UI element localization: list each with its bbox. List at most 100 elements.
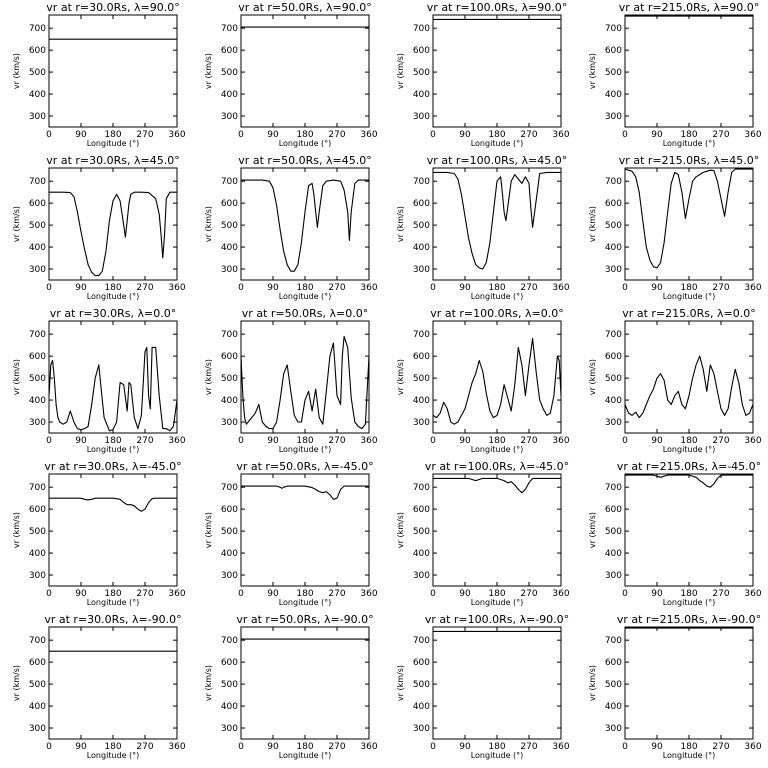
y-tick-label: 400 <box>29 90 46 100</box>
x-axis-label: Longitude (°) <box>87 139 140 148</box>
y-tick-label: 700 <box>605 177 622 187</box>
x-tick-label: 270 <box>328 742 345 752</box>
y-tick-label: 600 <box>29 505 46 515</box>
y-tick-label: 300 <box>605 418 622 428</box>
y-axis-label: vr (km/s) <box>588 512 597 548</box>
x-tick-label: 0 <box>46 436 52 446</box>
y-axis-label: vr (km/s) <box>396 665 405 701</box>
panel-title: vr at r=100.0Rs, λ=-90.0° <box>425 613 569 626</box>
y-axis-label: vr (km/s) <box>12 665 21 701</box>
x-tick-label: 0 <box>622 436 628 446</box>
x-tick-label: 0 <box>238 436 244 446</box>
y-tick-label: 500 <box>221 221 238 231</box>
y-tick-label: 400 <box>605 243 622 253</box>
x-axis-label: Longitude (°) <box>471 445 524 454</box>
y-tick-label: 600 <box>413 199 430 209</box>
panel-title: vr at r=30.0Rs, λ=-90.0° <box>44 613 181 626</box>
x-tick-label: 360 <box>744 589 761 599</box>
y-tick-label: 500 <box>605 68 622 78</box>
y-tick-label: 500 <box>29 221 46 231</box>
y-tick-label: 600 <box>29 46 46 56</box>
y-tick-label: 600 <box>605 352 622 362</box>
y-tick-label: 300 <box>29 571 46 581</box>
y-tick-label: 300 <box>29 724 46 734</box>
panel-10: vr at r=100.0Rs, λ=0.0° 0 90 180 270 360 300 40… <box>396 307 570 454</box>
y-tick-label: 400 <box>29 396 46 406</box>
y-tick-label: 300 <box>221 724 238 734</box>
panel-title: vr at r=30.0Rs, λ=-45.0° <box>44 460 181 473</box>
y-axis-label: vr (km/s) <box>204 206 213 242</box>
panel-13: vr at r=50.0Rs, λ=-45.0° 0 90 180 270 360 300 4… <box>204 460 378 607</box>
panel-5: vr at r=50.0Rs, λ=45.0° 0 90 180 270 360 300 40… <box>204 154 378 301</box>
x-tick-label: 360 <box>168 130 185 140</box>
y-tick-label: 400 <box>413 702 430 712</box>
panel-8: vr at r=30.0Rs, λ=0.0° 0 90 180 270 360 300 400… <box>12 307 186 454</box>
y-tick-label: 400 <box>605 396 622 406</box>
x-tick-label: 180 <box>296 589 313 599</box>
y-tick-label: 600 <box>605 46 622 56</box>
x-tick-label: 0 <box>430 130 436 140</box>
panel-4: vr at r=30.0Rs, λ=45.0° 0 90 180 270 360 300 40… <box>12 154 186 301</box>
y-tick-label: 300 <box>413 571 430 581</box>
x-axis-label: Longitude (°) <box>471 751 524 760</box>
plot-frame <box>624 14 754 128</box>
y-tick-label: 500 <box>29 527 46 537</box>
x-tick-label: 90 <box>267 589 279 599</box>
plot-frame <box>240 473 370 587</box>
y-tick-label: 500 <box>413 221 430 231</box>
x-tick-label: 360 <box>360 742 377 752</box>
panel-title: vr at r=30.0Rs, λ=0.0° <box>50 307 176 320</box>
panel-title: vr at r=215.0Rs, λ=0.0° <box>622 307 755 320</box>
y-tick-label: 500 <box>29 374 46 384</box>
x-tick-label: 180 <box>296 130 313 140</box>
plot-frame <box>624 167 754 281</box>
x-tick-label: 270 <box>136 436 153 446</box>
y-tick-label: 500 <box>413 374 430 384</box>
y-axis-label: vr (km/s) <box>396 53 405 89</box>
x-tick-label: 270 <box>136 589 153 599</box>
x-tick-label: 360 <box>168 589 185 599</box>
panel-title: vr at r=215.0Rs, λ=-45.0° <box>617 460 761 473</box>
y-tick-label: 300 <box>29 112 46 122</box>
x-axis-label: Longitude (°) <box>279 751 332 760</box>
plot-frame <box>240 167 370 281</box>
y-tick-label: 700 <box>413 177 430 187</box>
x-tick-label: 180 <box>104 436 121 446</box>
y-tick-label: 300 <box>221 418 238 428</box>
x-tick-label: 90 <box>651 589 663 599</box>
y-tick-label: 600 <box>29 658 46 668</box>
plot-frame <box>432 626 562 740</box>
x-tick-label: 0 <box>430 283 436 293</box>
panel-15: vr at r=215.0Rs, λ=-45.0° 0 90 180 270 360 300… <box>588 460 762 607</box>
x-tick-label: 90 <box>75 436 87 446</box>
y-tick-label: 500 <box>605 221 622 231</box>
y-tick-label: 500 <box>221 68 238 78</box>
plot-frame <box>432 473 562 587</box>
y-tick-label: 300 <box>605 265 622 275</box>
x-tick-label: 270 <box>712 589 729 599</box>
y-tick-label: 700 <box>413 636 430 646</box>
x-tick-label: 360 <box>552 436 569 446</box>
y-axis-label: vr (km/s) <box>12 53 21 89</box>
x-tick-label: 0 <box>430 742 436 752</box>
y-tick-label: 400 <box>221 549 238 559</box>
x-tick-label: 270 <box>328 283 345 293</box>
plot-frame <box>432 320 562 434</box>
x-tick-label: 90 <box>267 742 279 752</box>
x-tick-label: 360 <box>360 436 377 446</box>
x-tick-label: 0 <box>622 589 628 599</box>
x-tick-label: 270 <box>712 130 729 140</box>
x-tick-label: 0 <box>622 130 628 140</box>
panel-3: vr at r=215.0Rs, λ=90.0° 0 90 180 270 360 300 4… <box>588 1 762 148</box>
y-tick-label: 500 <box>605 527 622 537</box>
y-tick-label: 600 <box>605 658 622 668</box>
x-tick-label: 0 <box>430 589 436 599</box>
y-tick-label: 300 <box>413 112 430 122</box>
plot-frame <box>48 626 178 740</box>
x-tick-label: 270 <box>136 130 153 140</box>
y-tick-label: 400 <box>29 702 46 712</box>
x-tick-label: 270 <box>712 436 729 446</box>
x-tick-label: 90 <box>459 742 471 752</box>
y-tick-label: 600 <box>221 46 238 56</box>
y-tick-label: 400 <box>29 243 46 253</box>
